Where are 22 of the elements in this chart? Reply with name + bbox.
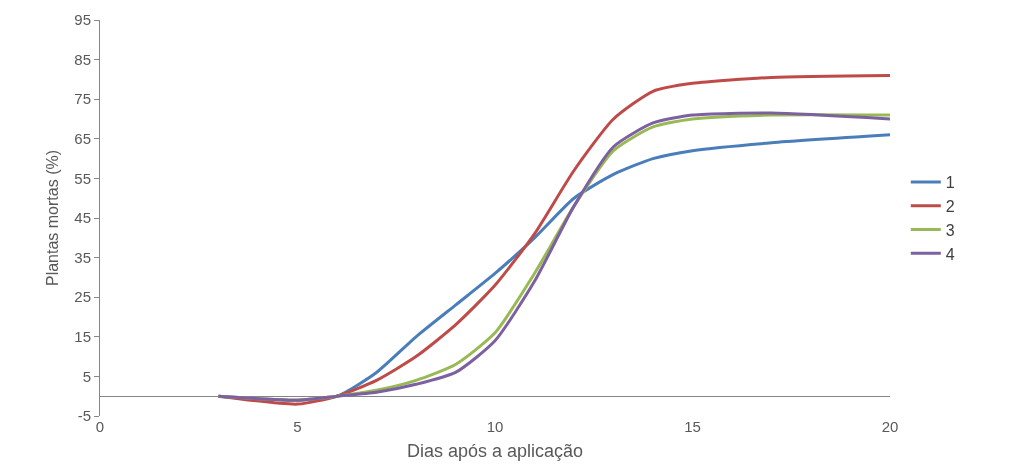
legend-label: 4 [945, 245, 955, 263]
y-tick-label: 15 [74, 328, 91, 346]
legend-label: 2 [945, 197, 955, 215]
x-tick-label: 10 [486, 418, 504, 435]
y-tick-label: 5 [82, 367, 91, 385]
x-axis-title: Dias após a aplicação [406, 441, 584, 462]
y-tick-label: 55 [74, 169, 91, 187]
y-tick-label: 75 [74, 90, 91, 108]
y-axis-title: Plantas mortas (%) [44, 149, 61, 287]
legend-label: 3 [945, 221, 955, 239]
x-tick-label: 0 [95, 418, 105, 435]
y-tick-label: 95 [74, 11, 91, 29]
y-tick-label: 25 [74, 288, 91, 306]
legend-label: 1 [945, 174, 955, 192]
x-tick-label: 5 [293, 418, 302, 435]
x-tick-label: 15 [684, 418, 701, 435]
y-tick-label: 45 [74, 209, 91, 227]
x-tick-label: 20 [881, 418, 899, 435]
y-tick-label: 65 [74, 130, 91, 148]
y-tick-label: 35 [74, 248, 91, 266]
y-tick-label: 85 [74, 50, 91, 68]
y-tick-label: -5 [77, 407, 91, 425]
